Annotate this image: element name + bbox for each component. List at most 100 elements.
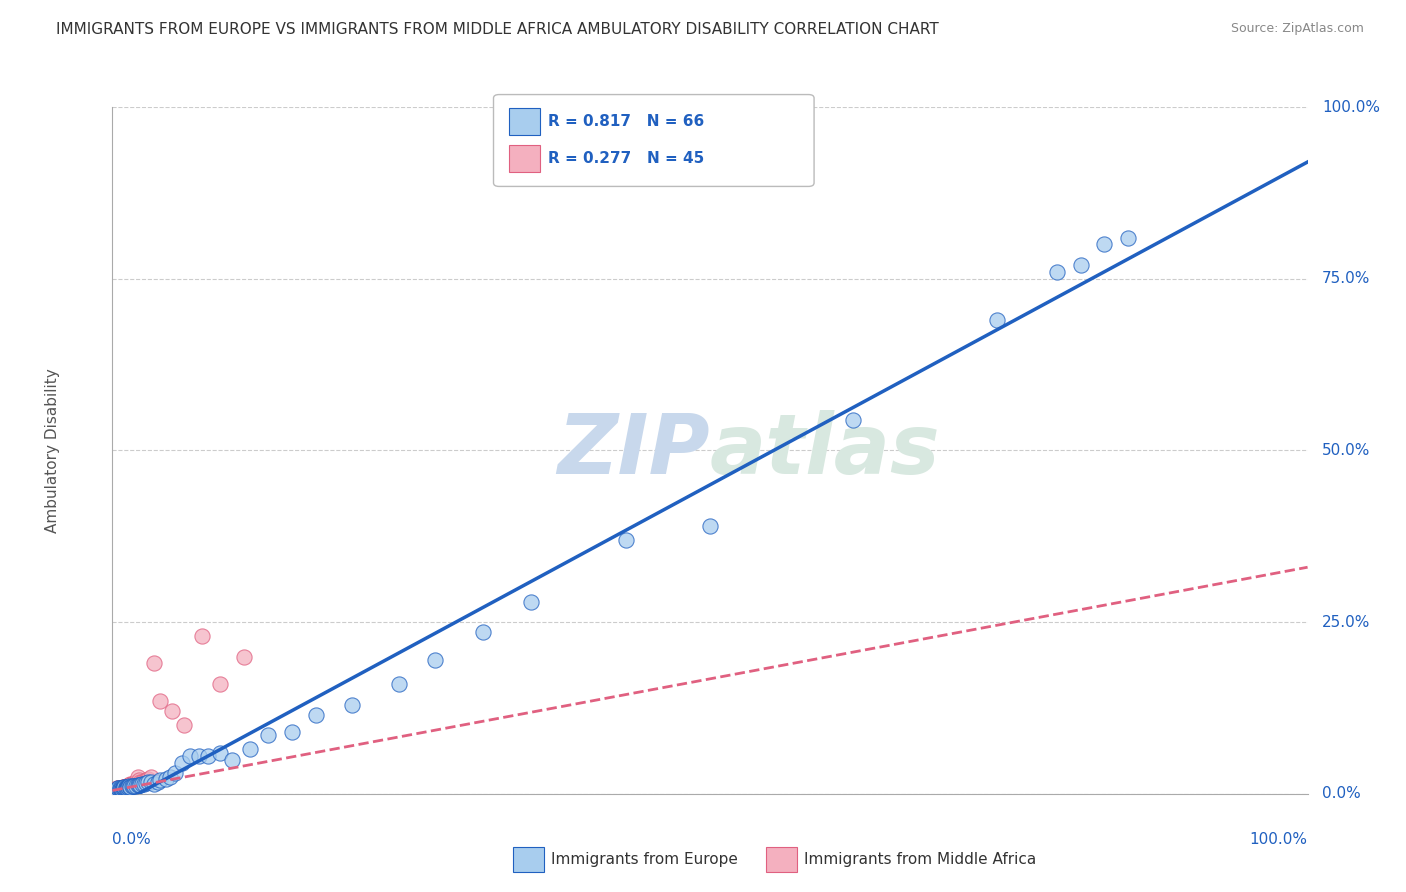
Point: [111, 782, 134, 797]
Point: [120, 780, 142, 794]
Point: [146, 774, 169, 789]
Point: [125, 776, 148, 790]
Text: 0.0%: 0.0%: [1322, 787, 1361, 801]
Point: [131, 774, 153, 789]
Point: [118, 780, 141, 794]
Point: [472, 625, 495, 640]
Point: [111, 781, 134, 796]
Point: [112, 780, 135, 794]
Point: [108, 781, 131, 796]
Point: [138, 775, 160, 789]
Point: [121, 780, 143, 794]
Point: [105, 783, 128, 797]
Text: R = 0.817   N = 66: R = 0.817 N = 66: [548, 114, 704, 128]
Point: [340, 698, 363, 712]
Point: [112, 780, 135, 794]
Point: [170, 756, 193, 770]
Point: [115, 780, 138, 794]
Point: [104, 783, 127, 797]
Point: [118, 778, 141, 792]
Point: [110, 780, 132, 795]
Point: [138, 772, 160, 786]
Point: [114, 780, 135, 794]
Point: [115, 780, 138, 795]
Point: [143, 657, 166, 671]
Point: [107, 782, 129, 797]
Point: [117, 779, 139, 793]
Point: [163, 766, 186, 780]
Point: [108, 782, 131, 797]
Text: Immigrants from Europe: Immigrants from Europe: [551, 853, 738, 867]
Point: [111, 780, 134, 795]
Point: [221, 753, 243, 767]
Point: [117, 780, 139, 794]
Point: [209, 746, 232, 760]
Point: [128, 773, 150, 788]
Point: [131, 776, 153, 790]
Point: [233, 649, 256, 664]
Point: [114, 780, 135, 795]
Point: [257, 729, 280, 743]
Point: [114, 780, 135, 795]
Point: [159, 770, 181, 784]
Point: [118, 778, 141, 792]
Point: [114, 780, 136, 794]
Point: [139, 775, 162, 789]
Point: [239, 742, 262, 756]
Point: [110, 782, 132, 797]
Point: [111, 782, 134, 797]
Point: [699, 519, 721, 533]
Point: [105, 783, 128, 797]
Point: [112, 780, 135, 795]
Point: [149, 773, 172, 788]
Point: [122, 779, 145, 793]
Point: [120, 780, 142, 794]
Point: [1046, 265, 1069, 279]
Text: ZIP: ZIP: [557, 410, 710, 491]
Point: [986, 313, 1008, 327]
Text: Ambulatory Disability: Ambulatory Disability: [45, 368, 60, 533]
Point: [117, 780, 139, 794]
Point: [187, 749, 209, 764]
Point: [111, 781, 134, 796]
Point: [520, 594, 543, 608]
Point: [125, 779, 148, 793]
Point: [1118, 230, 1140, 244]
Point: [112, 781, 135, 796]
Point: [135, 773, 157, 788]
Point: [110, 781, 132, 796]
Text: Immigrants from Middle Africa: Immigrants from Middle Africa: [804, 853, 1036, 867]
Point: [115, 779, 138, 793]
Point: [135, 776, 157, 790]
Point: [162, 705, 183, 719]
Point: [114, 780, 135, 794]
Text: IMMIGRANTS FROM EUROPE VS IMMIGRANTS FROM MIDDLE AFRICA AMBULATORY DISABILITY CO: IMMIGRANTS FROM EUROPE VS IMMIGRANTS FRO…: [56, 22, 939, 37]
Point: [425, 653, 447, 667]
Point: [122, 776, 145, 790]
Point: [108, 781, 131, 796]
Point: [105, 783, 128, 797]
Point: [179, 749, 201, 764]
Point: [110, 781, 132, 796]
Point: [121, 776, 143, 790]
Point: [197, 749, 219, 764]
Point: [105, 781, 128, 796]
Point: [108, 781, 131, 796]
Text: 50.0%: 50.0%: [1322, 443, 1371, 458]
Point: [1094, 237, 1116, 252]
Text: 0.0%: 0.0%: [112, 831, 152, 847]
Point: [173, 718, 195, 732]
Point: [110, 780, 132, 795]
Point: [108, 782, 131, 797]
Text: Source: ZipAtlas.com: Source: ZipAtlas.com: [1230, 22, 1364, 36]
Point: [129, 774, 152, 789]
Point: [143, 776, 166, 790]
Point: [121, 776, 143, 790]
Text: 100.0%: 100.0%: [1322, 100, 1379, 114]
Point: [139, 770, 162, 784]
Point: [114, 780, 136, 795]
Point: [129, 778, 152, 792]
Point: [155, 772, 177, 786]
Point: [127, 778, 149, 792]
Point: [107, 781, 129, 796]
